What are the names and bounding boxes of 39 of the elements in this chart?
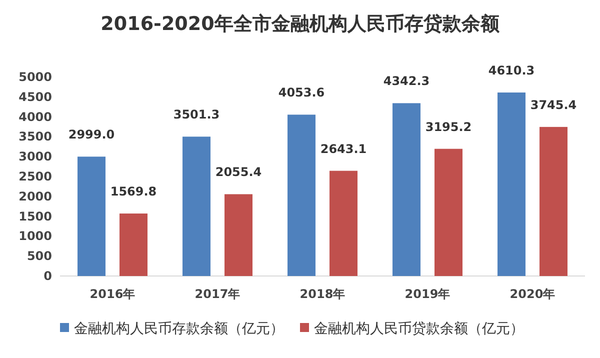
data-label: 1569.8 — [110, 184, 157, 199]
data-label: 2643.1 — [320, 142, 367, 156]
data-label: 3501.3 — [173, 108, 220, 122]
data-label: 2055.4 — [215, 165, 262, 180]
data-label: 4053.6 — [278, 86, 325, 100]
legend-label: 金融机构人民币贷款余额（亿元） — [314, 321, 524, 337]
x-tick-label: 2020年 — [510, 287, 556, 301]
legend-label: 金融机构人民币存款余额（亿元） — [74, 321, 284, 337]
bar — [182, 136, 210, 276]
bar — [434, 148, 462, 276]
chart-title: 2016-2020年全市金融机构人民币存贷款余额 — [100, 13, 500, 35]
y-tick-label: 4500 — [18, 90, 52, 104]
bar — [288, 114, 316, 276]
x-tick-label: 2016年 — [90, 287, 136, 301]
y-tick-label: 500 — [26, 249, 52, 264]
y-tick-label: 1000 — [18, 229, 52, 244]
bar — [392, 103, 420, 276]
bar — [540, 126, 568, 276]
data-label: 2999.0 — [68, 128, 115, 142]
x-tick-label: 2019年 — [404, 287, 450, 301]
x-tick-label: 2018年 — [300, 287, 346, 301]
bar — [330, 170, 358, 276]
y-tick-label: 2500 — [18, 170, 52, 184]
data-label: 4342.3 — [383, 74, 430, 88]
y-tick-label: 3500 — [18, 130, 52, 144]
bar — [498, 92, 526, 276]
y-tick-label: 5000 — [18, 70, 52, 84]
y-tick-label: 4000 — [18, 110, 52, 124]
data-label: 4610.3 — [488, 64, 535, 78]
y-tick-label: 0 — [44, 269, 52, 283]
bar — [120, 214, 148, 276]
x-tick-label: 2017年 — [194, 287, 240, 301]
bar — [78, 156, 106, 276]
y-tick-label: 2000 — [18, 189, 52, 204]
data-label: 3195.2 — [425, 120, 472, 134]
y-tick-label: 3000 — [18, 150, 52, 164]
bar — [224, 194, 252, 276]
y-tick-label: 1500 — [18, 209, 52, 224]
data-label: 3745.4 — [530, 98, 577, 112]
